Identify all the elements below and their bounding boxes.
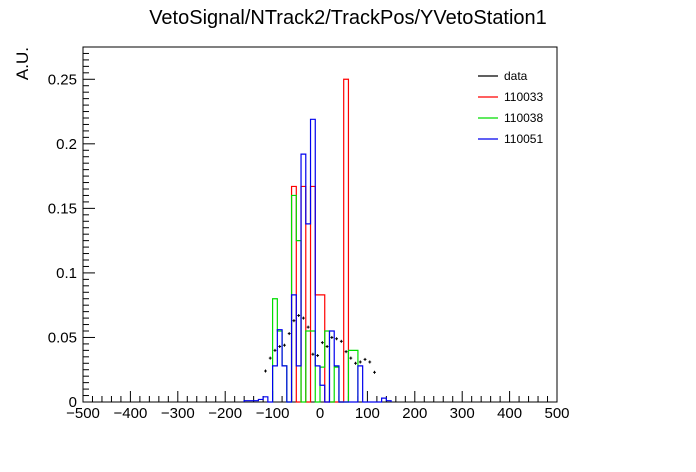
legend-label: 110051 — [504, 132, 543, 146]
data-point — [330, 335, 334, 339]
data-point — [278, 344, 282, 348]
y-tick-label: 0.2 — [56, 136, 77, 153]
data-point — [335, 337, 339, 341]
x-tick-label: −300 — [161, 405, 195, 422]
legend-entry-110051: 110051 — [478, 132, 543, 146]
legend-entry-data: data — [478, 69, 528, 83]
x-tick-label: 300 — [450, 405, 475, 422]
x-tick-label: −200 — [208, 405, 242, 422]
y-tick-label: 0.05 — [48, 329, 77, 346]
data-point — [316, 354, 320, 358]
data-point — [264, 369, 267, 373]
data-point — [273, 348, 277, 352]
x-tick-label: −400 — [114, 405, 148, 422]
legend-entry-110033: 110033 — [478, 90, 543, 104]
data-point — [283, 343, 286, 347]
data-point — [292, 319, 296, 323]
data-point — [339, 339, 343, 343]
x-tick-label: 500 — [544, 405, 569, 422]
data-point — [363, 357, 367, 361]
data-point — [268, 356, 272, 360]
x-tick-label: −500 — [66, 405, 100, 422]
y-tick-label: 0.15 — [48, 200, 77, 217]
data-point — [358, 360, 362, 364]
y-tick-label: 0.25 — [48, 71, 77, 88]
data-point — [325, 344, 329, 348]
data-point — [301, 316, 305, 320]
series-step-110051 — [243, 118, 392, 403]
legend-label: 110033 — [504, 90, 543, 104]
data-point — [344, 350, 348, 354]
y-tick-label: 0.1 — [56, 265, 77, 282]
chart-title: VetoSignal/NTrack2/TrackPos/YVetoStation… — [149, 7, 547, 29]
data-point — [373, 370, 376, 374]
plot-frame — [82, 46, 558, 403]
x-tick-label: 400 — [497, 405, 522, 422]
data-point — [311, 352, 315, 356]
legend-label: data — [504, 69, 528, 83]
data-point — [320, 341, 324, 345]
data-point — [349, 356, 353, 360]
x-tick-label: −100 — [256, 405, 290, 422]
x-tick-label: 0 — [316, 405, 324, 422]
legend-entry-110038: 110038 — [478, 111, 543, 125]
data-point — [306, 325, 310, 329]
legend: data 110033 110038 110051 — [478, 69, 543, 146]
legend-label: 110038 — [504, 111, 543, 125]
data-point — [354, 361, 357, 365]
data-point — [368, 360, 372, 364]
plot-area: −500 −400 −300 −200 −100 0 100 200 300 400 500 0 0.0… — [48, 46, 570, 422]
y-axis-label: A.U. — [13, 47, 32, 80]
data-point — [287, 332, 291, 336]
x-tick-label: 200 — [402, 405, 427, 422]
data-point — [297, 314, 301, 318]
x-tick-label: 100 — [355, 405, 380, 422]
y-tick-label: 0 — [69, 394, 77, 411]
